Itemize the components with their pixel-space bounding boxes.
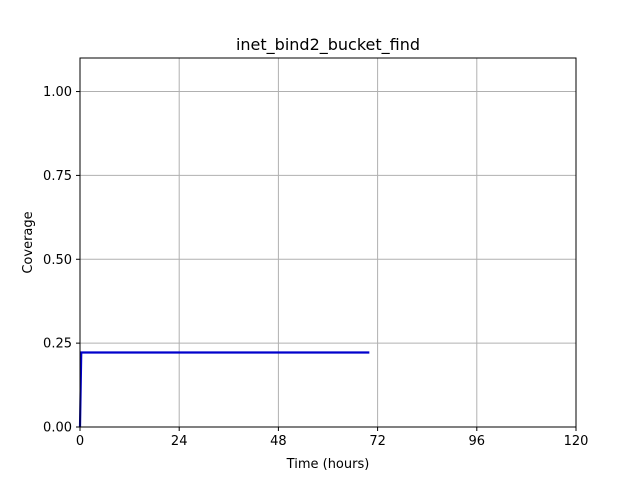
y-tick-label: 0.50 — [43, 253, 72, 268]
y-tick-label: 0.75 — [43, 169, 72, 184]
grid — [79, 58, 577, 428]
y-tick-label: 0.25 — [43, 337, 72, 352]
series-layer — [78, 351, 370, 428]
y-tick-label: 0.00 — [43, 421, 72, 436]
x-axis-label: Time (hours) — [286, 457, 370, 472]
x-tick-label: 72 — [369, 434, 386, 449]
x-tick-label: 24 — [171, 434, 188, 449]
chart-title: inet_bind2_bucket_find — [236, 35, 420, 55]
y-axis-ticks: 0.00 0.25 0.50 0.75 1.00 — [43, 85, 80, 436]
x-tick-label: 120 — [564, 434, 589, 449]
x-tick-label: 48 — [270, 434, 287, 449]
plot-frame — [79, 57, 577, 428]
series-line-coverage — [78, 351, 370, 428]
x-axis-ticks: 0 24 48 72 96 120 — [76, 427, 589, 449]
y-axis-label: Coverage — [21, 211, 36, 273]
x-tick-label: 96 — [469, 434, 486, 449]
x-tick-label: 0 — [76, 434, 84, 449]
y-tick-label: 1.00 — [43, 85, 72, 100]
